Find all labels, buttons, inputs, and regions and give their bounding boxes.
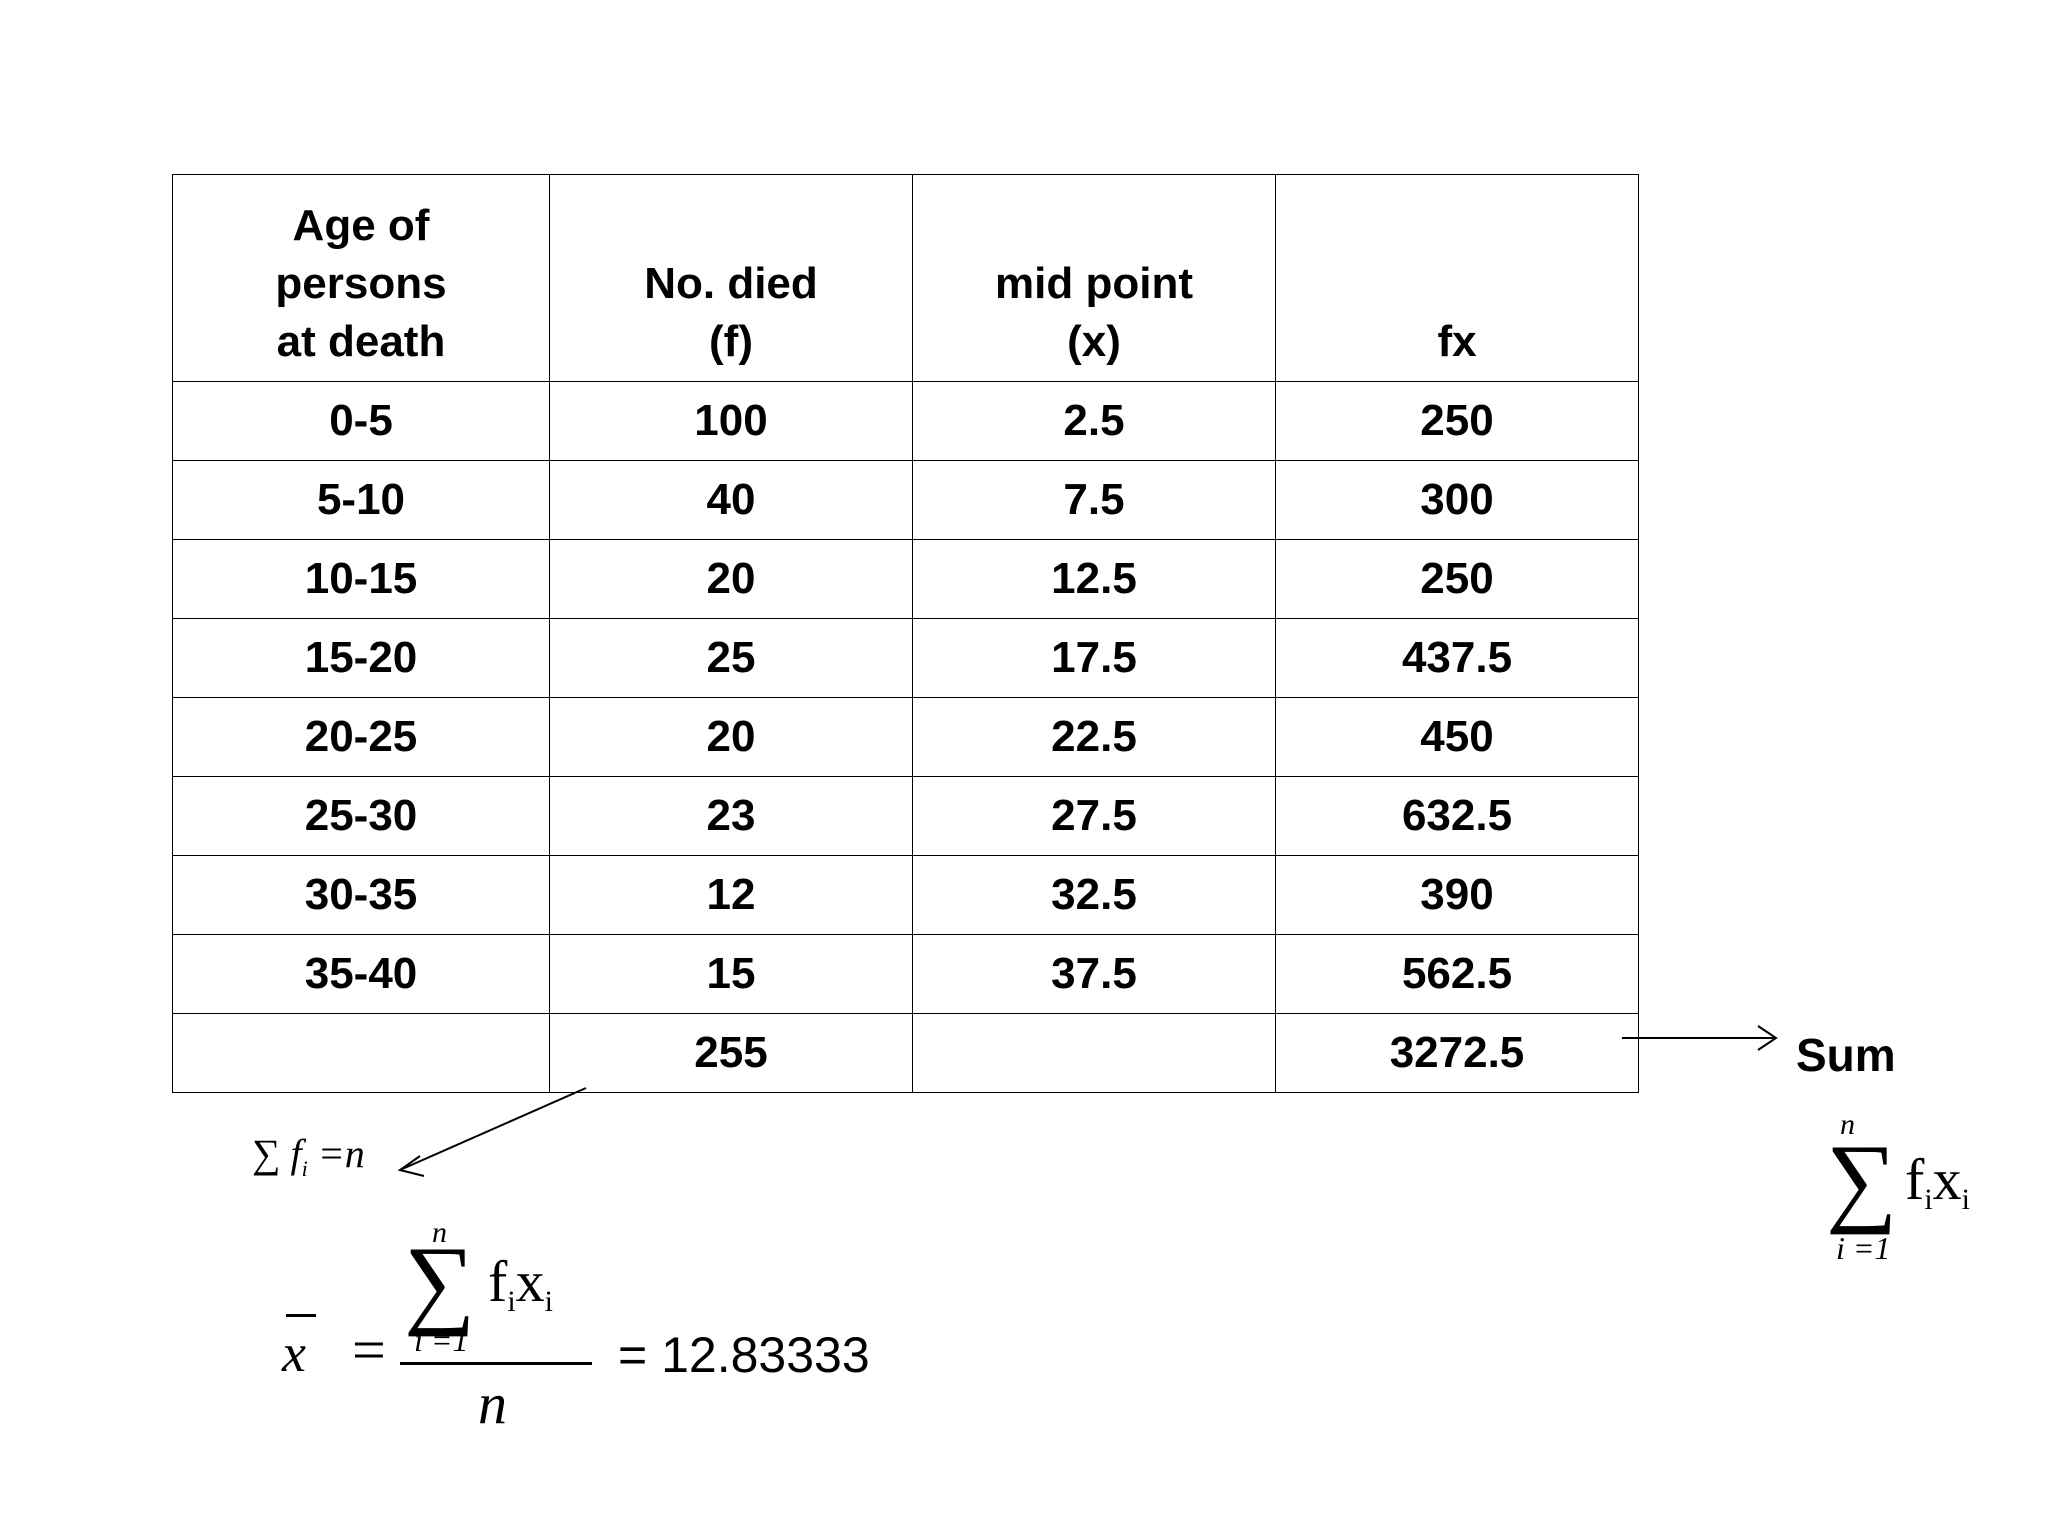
sum-label: Sum — [1796, 1029, 1896, 1081]
cell-age — [172, 1013, 550, 1093]
frequency-table: Age of persons at death No. died (f) mid… — [172, 174, 1639, 1093]
table-row: 15-20 25 17.5 437.5 — [172, 618, 1639, 698]
cell-age: 0-5 — [172, 381, 550, 461]
cell-died: 15 — [549, 934, 913, 1014]
sum-f-equals-n: ∑ fi =n — [252, 1130, 365, 1182]
table-row: 25-30 23 27.5 632.5 — [172, 776, 1639, 856]
cell-fx: 300 — [1275, 460, 1639, 540]
fraction-bar — [400, 1362, 592, 1365]
cell-age: 35-40 — [172, 934, 550, 1014]
cell-fx: 390 — [1275, 855, 1639, 935]
mean-equals: = — [352, 1317, 386, 1383]
numerator-lower-limit: i =1 — [414, 1322, 469, 1358]
cell-age: 20-25 — [172, 697, 550, 777]
cell-fx: 437.5 — [1275, 618, 1639, 698]
mean-result: = 12.83333 — [618, 1327, 870, 1383]
cell-died: 20 — [549, 697, 913, 777]
cell-age: 10-15 — [172, 539, 550, 619]
cell-midpoint: 32.5 — [912, 855, 1276, 935]
mean-symbol: x — [282, 1323, 306, 1383]
header-text: (x) — [1067, 317, 1121, 366]
table-header-row: Age of persons at death No. died (f) mid… — [172, 174, 1639, 382]
table-total-row: 255 3272.5 — [172, 1013, 1639, 1093]
numerator-fx-term: fixi — [488, 1248, 553, 1319]
header-text: at death — [276, 317, 446, 366]
cell-midpoint: 2.5 — [912, 381, 1276, 461]
fx-term: fixi — [1905, 1146, 1970, 1217]
cell-died: 23 — [549, 776, 913, 856]
sigma-symbol: ∑ — [1826, 1124, 1898, 1235]
table-row: 10-15 20 12.5 250 — [172, 539, 1639, 619]
x-var: x — [515, 1249, 545, 1314]
equals-n: =n — [307, 1131, 365, 1176]
f-subscript: i — [507, 1285, 516, 1318]
numerator-upper-limit: n — [432, 1216, 447, 1249]
cell-midpoint: 12.5 — [912, 539, 1276, 619]
table-row: 20-25 20 22.5 450 — [172, 697, 1639, 777]
table-row: 0-5 100 2.5 250 — [172, 381, 1639, 461]
f-var: f — [290, 1131, 302, 1176]
cell-midpoint: 17.5 — [912, 618, 1276, 698]
x-subscript: i — [544, 1285, 554, 1318]
cell-age: 5-10 — [172, 460, 550, 540]
cell-age: 25-30 — [172, 776, 550, 856]
header-text: Age of — [292, 201, 430, 250]
header-text: No. died — [644, 259, 818, 308]
cell-midpoint: 27.5 — [912, 776, 1276, 856]
table-row: 30-35 12 32.5 390 — [172, 855, 1639, 935]
denominator: n — [478, 1371, 507, 1436]
sigma-symbol: ∑ — [252, 1131, 281, 1176]
f-var: f — [1905, 1147, 1925, 1212]
numerator-sigma: ∑ — [404, 1226, 476, 1337]
f-var: f — [488, 1249, 508, 1314]
cell-fx: 632.5 — [1275, 776, 1639, 856]
arrow-to-sum-f — [397, 1087, 587, 1177]
header-text: fx — [1437, 317, 1477, 366]
f-subscript: i — [301, 1156, 308, 1181]
header-fx: fx — [1275, 174, 1639, 382]
cell-midpoint: 37.5 — [912, 934, 1276, 1014]
cell-died: 12 — [549, 855, 913, 935]
sigma-upper-limit: n — [1840, 1108, 1855, 1141]
header-text: (f) — [709, 317, 753, 366]
cell-midpoint: 7.5 — [912, 460, 1276, 540]
header-text: persons — [275, 259, 447, 308]
x-subscript: i — [1961, 1183, 1971, 1216]
cell-fx: 250 — [1275, 539, 1639, 619]
x-var: x — [1932, 1147, 1962, 1212]
f-subscript: i — [1924, 1183, 1933, 1216]
header-mid-point: mid point (x) — [912, 174, 1276, 382]
cell-midpoint — [912, 1013, 1276, 1093]
cell-age: 15-20 — [172, 618, 550, 698]
header-age: Age of persons at death — [172, 174, 550, 382]
table-row: 35-40 15 37.5 562.5 — [172, 934, 1639, 1014]
cell-died: 25 — [549, 618, 913, 698]
cell-age: 30-35 — [172, 855, 550, 935]
header-text: mid point — [995, 259, 1193, 308]
cell-total-fx: 3272.5 — [1275, 1013, 1639, 1093]
cell-died: 40 — [549, 460, 913, 540]
arrow-to-sum — [1622, 1025, 1778, 1051]
cell-fx: 562.5 — [1275, 934, 1639, 1014]
mean-overbar — [286, 1314, 316, 1317]
table-row: 5-10 40 7.5 300 — [172, 460, 1639, 540]
cell-fx: 450 — [1275, 697, 1639, 777]
sigma-lower-limit: i =1 — [1836, 1230, 1891, 1266]
